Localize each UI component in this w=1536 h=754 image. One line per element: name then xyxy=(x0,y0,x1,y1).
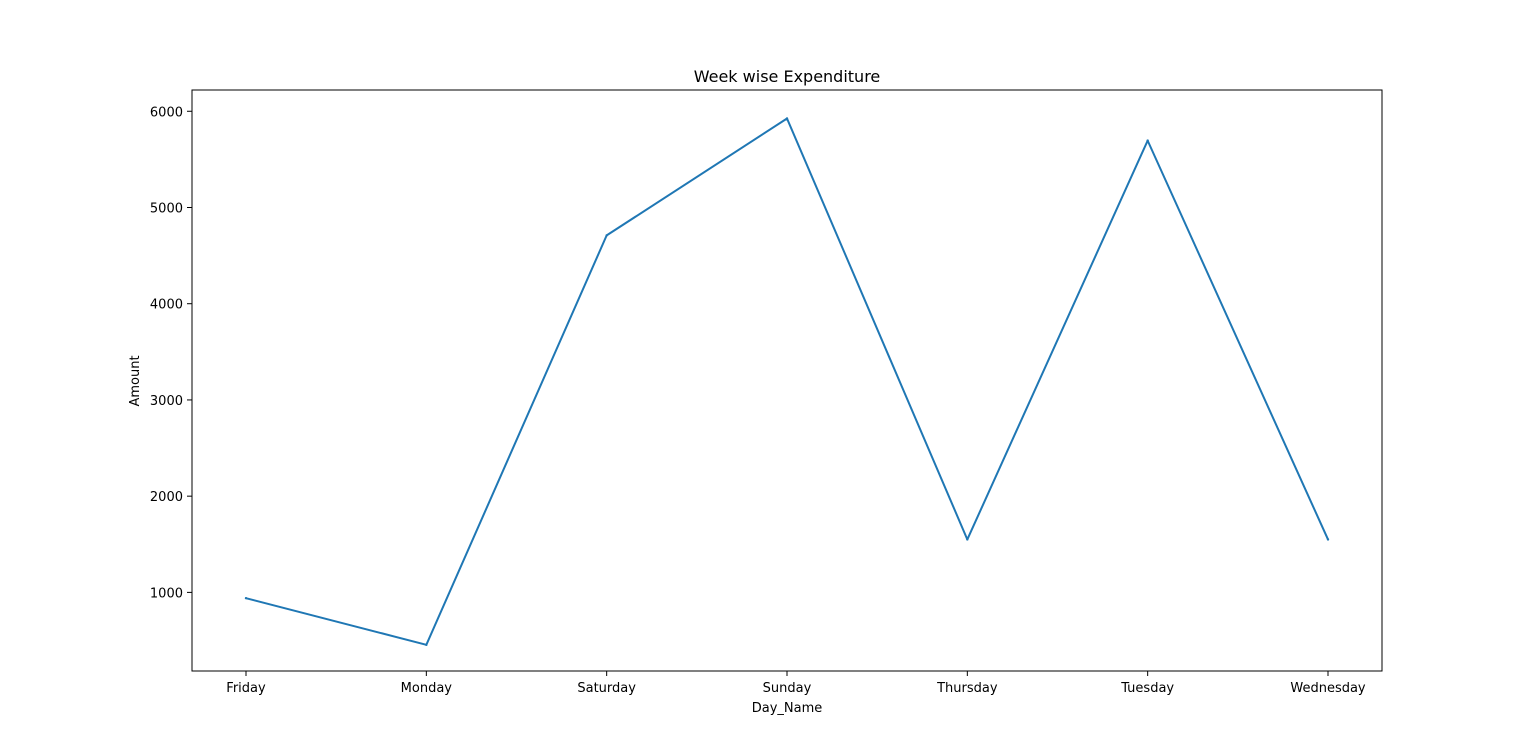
chart-title: Week wise Expenditure xyxy=(694,67,881,86)
y-tick-label: 4000 xyxy=(150,298,183,313)
y-tick-label: 6000 xyxy=(150,105,183,120)
series-layer xyxy=(244,117,1330,647)
x-tick-label: Thursday xyxy=(936,681,998,696)
plot-area xyxy=(191,89,1383,672)
x-axis-ticks: Friday Monday Saturday Sunday Thursday Tuesda… xyxy=(226,671,1366,696)
x-tick-label: Saturday xyxy=(577,681,636,696)
y-axis-ticks: 1000 2000 3000 4000 5000 6000 xyxy=(150,105,192,601)
x-tick-label: Monday xyxy=(401,681,453,696)
data-point xyxy=(605,234,608,237)
x-axis-label: Day_Name xyxy=(752,701,823,716)
x-tick-label: Friday xyxy=(226,681,266,696)
data-point xyxy=(425,643,428,647)
data-point xyxy=(785,117,789,120)
y-tick-label: 1000 xyxy=(150,586,183,601)
x-tick-label: Tuesday xyxy=(1120,681,1174,696)
x-tick-label: Sunday xyxy=(763,681,812,696)
data-point xyxy=(1326,538,1330,541)
data-point xyxy=(966,538,969,541)
x-tick-label: Wednesday xyxy=(1290,681,1366,696)
data-point xyxy=(1146,139,1149,142)
y-tick-label: 2000 xyxy=(150,490,183,505)
y-tick-label: 3000 xyxy=(150,394,183,409)
y-axis-label: Amount xyxy=(128,355,143,406)
data-point xyxy=(244,596,248,600)
y-tick-label: 5000 xyxy=(150,201,183,216)
plot-frame xyxy=(191,89,1383,672)
